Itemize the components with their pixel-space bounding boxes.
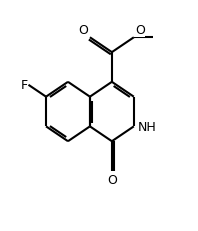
Text: O: O [78, 24, 88, 37]
Text: O: O [107, 173, 117, 186]
Text: F: F [20, 79, 28, 92]
Text: O: O [135, 24, 145, 37]
Text: NH: NH [138, 120, 157, 133]
